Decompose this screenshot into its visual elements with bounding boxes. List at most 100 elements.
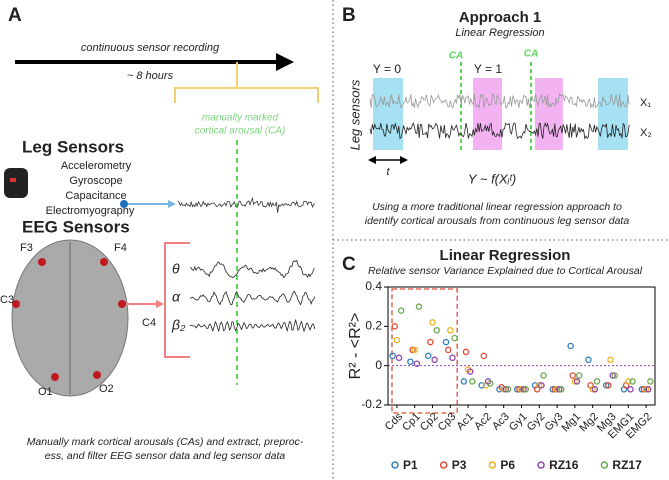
signal-trace <box>189 318 316 333</box>
point <box>469 378 476 385</box>
arrow-head <box>368 156 376 164</box>
point <box>415 303 423 310</box>
electrode-label: C4 <box>142 317 156 329</box>
point <box>407 358 414 365</box>
sensor-device <box>4 168 28 198</box>
point <box>555 386 563 393</box>
arrow-head <box>276 53 294 71</box>
point <box>449 354 456 362</box>
point <box>466 368 474 375</box>
point <box>644 386 652 393</box>
signal-label: X₂ <box>640 127 652 139</box>
point <box>607 356 614 364</box>
y-label: Leg sensors <box>347 79 362 150</box>
y-tick-label: -0.2 <box>361 397 382 411</box>
legend-label: P6 <box>500 458 515 472</box>
electrode-label: F4 <box>114 242 127 254</box>
point <box>413 360 421 367</box>
point <box>549 386 557 393</box>
sensor-name: Electromyography <box>46 205 135 217</box>
panel-letter: A <box>8 5 22 26</box>
point <box>602 382 610 389</box>
point <box>427 338 434 346</box>
point <box>486 380 494 387</box>
window <box>598 78 628 150</box>
point <box>429 319 436 326</box>
point <box>513 386 521 393</box>
sensor-light <box>10 178 16 182</box>
duration-label: ~ 8 hours <box>127 70 174 82</box>
point <box>391 323 399 330</box>
legend-label: RZ16 <box>549 458 579 472</box>
point <box>625 378 632 385</box>
electrode <box>51 373 59 381</box>
model: Y ~ f(Xᵢᵗ) <box>468 171 516 186</box>
point <box>640 386 648 393</box>
point <box>460 378 468 385</box>
class-label: Y = 0 <box>373 62 401 76</box>
point <box>447 327 454 334</box>
emg-dot <box>120 200 128 208</box>
x-tick-label: Ac2 <box>472 411 494 433</box>
point <box>431 356 438 364</box>
ca-label: cortical arousal (CA) <box>195 126 286 137</box>
point <box>480 352 488 360</box>
signal-trace <box>177 197 316 213</box>
electrode <box>38 258 46 266</box>
highlight-box <box>391 288 458 414</box>
legend-marker <box>600 461 609 469</box>
band-label: β₂ <box>171 317 186 333</box>
point <box>518 386 525 393</box>
point <box>411 346 418 354</box>
point <box>444 346 452 354</box>
band-label: θ <box>172 261 180 277</box>
point <box>516 386 523 393</box>
electrode <box>93 371 101 379</box>
point <box>522 386 530 393</box>
point <box>538 382 545 389</box>
x-tick-label: Ac1 <box>454 411 476 433</box>
arrow-head <box>168 200 176 208</box>
point <box>627 386 634 393</box>
electrode <box>118 300 126 308</box>
legend-label: P3 <box>452 458 467 472</box>
point <box>638 386 646 393</box>
bracket <box>174 62 319 103</box>
electrode <box>12 300 20 308</box>
arrow-head <box>400 156 408 164</box>
point <box>540 372 547 379</box>
point <box>605 382 612 389</box>
point <box>502 386 510 393</box>
point <box>558 386 565 393</box>
point <box>553 386 561 393</box>
legend-marker <box>488 461 497 469</box>
section-title: EEG Sensors <box>22 217 130 236</box>
legend-marker <box>391 461 399 469</box>
y-tick-label: 0.2 <box>365 319 382 333</box>
point <box>609 372 616 379</box>
arrow-head <box>156 300 164 308</box>
bracket <box>164 242 190 358</box>
point <box>389 352 396 360</box>
point <box>409 346 416 354</box>
signal-label: X₁ <box>640 97 651 109</box>
point <box>571 378 579 385</box>
point <box>462 348 470 356</box>
point <box>591 386 599 393</box>
point <box>585 356 592 364</box>
point <box>629 378 636 385</box>
caption: identify cortical arousals from continuo… <box>365 215 630 227</box>
legend-label: P1 <box>403 458 418 472</box>
point <box>397 307 405 314</box>
timeline-label: continuous sensor recording <box>81 42 220 54</box>
class-label: Y = 1 <box>474 62 502 76</box>
point <box>395 354 403 362</box>
point <box>393 336 401 344</box>
legend-label: RZ17 <box>612 458 642 472</box>
legend-marker <box>439 461 448 469</box>
point <box>442 338 450 346</box>
point <box>642 386 650 393</box>
electrode <box>100 258 108 266</box>
caption: Manually mark cortical arousals (CAs) an… <box>27 436 304 448</box>
